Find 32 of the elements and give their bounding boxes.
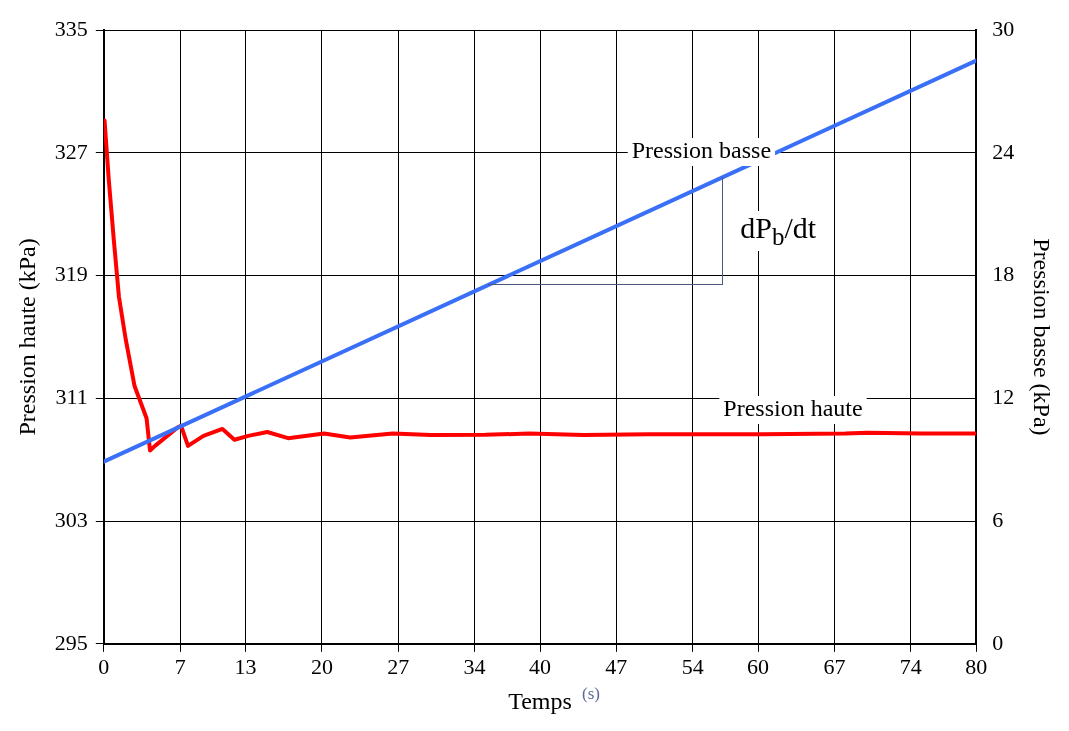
x-tick-label: 54	[681, 653, 704, 679]
x-tick-label: 34	[463, 653, 486, 679]
x-tick-label: 20	[310, 653, 333, 679]
x-axis-title: Temps	[508, 687, 572, 714]
x-tick-label: 67	[823, 653, 846, 679]
y-tick-label: 327	[54, 138, 88, 164]
series-label: Pression haute	[723, 395, 863, 422]
y2-axis-title: Pression basse (kPa)	[1029, 238, 1056, 436]
y-tick-label: 319	[54, 261, 88, 287]
y2-tick-label: 24	[992, 138, 1015, 164]
y2-tick-label: 30	[992, 15, 1015, 41]
x-tick-label: 7	[174, 653, 186, 679]
y2-tick-label: 0	[992, 629, 1004, 655]
y-tick-label: 311	[55, 384, 88, 410]
y2-tick-label: 18	[992, 261, 1015, 287]
text: (s)	[582, 683, 600, 704]
y-tick-label: 303	[54, 506, 88, 532]
x-tick-label: 0	[98, 653, 110, 679]
y2-tick-label: 6	[992, 506, 1004, 532]
x-tick-label: 60	[747, 653, 770, 679]
annotation: dP$_{b}$/dt	[737, 211, 820, 252]
y2-tick-label: 12	[992, 384, 1015, 410]
x-tick-label: 74	[899, 653, 922, 679]
y-tick-label: 295	[54, 629, 88, 655]
y-axis-title: Pression haute (kPa)	[13, 238, 40, 436]
series-label: Pression basse	[631, 137, 772, 164]
x-tick-label: 40	[529, 653, 551, 679]
x-tick-label: 13	[234, 653, 257, 679]
x-tick-label: 27	[387, 653, 410, 679]
x-tick-label: 80	[965, 653, 988, 679]
y-tick-label: 335	[54, 15, 88, 41]
x-tick-label: 47	[605, 653, 628, 679]
